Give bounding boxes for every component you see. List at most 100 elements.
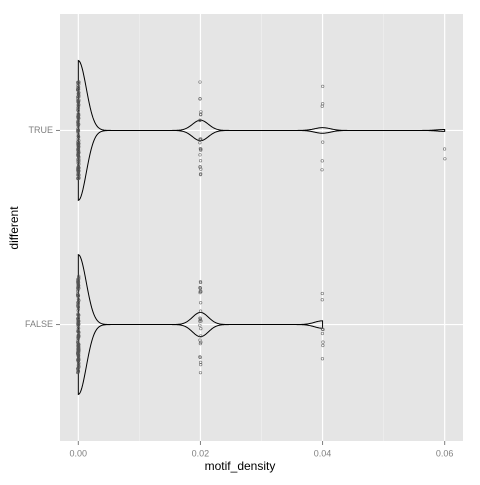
point — [77, 361, 81, 365]
point — [76, 347, 80, 351]
x-tick-label: 0.00 — [70, 448, 88, 458]
point — [76, 285, 81, 289]
point — [320, 104, 324, 108]
point — [77, 173, 81, 177]
point — [199, 319, 203, 323]
point — [76, 305, 80, 309]
point — [76, 176, 80, 180]
x-axis-label: motif_density — [205, 459, 276, 473]
point — [76, 335, 80, 339]
point — [76, 292, 80, 296]
point — [77, 342, 81, 347]
point — [76, 302, 80, 306]
point — [76, 313, 80, 317]
point — [77, 139, 81, 143]
point — [76, 281, 80, 285]
point — [77, 91, 81, 95]
point — [198, 316, 202, 320]
point — [198, 371, 203, 375]
point — [76, 164, 80, 169]
point — [76, 308, 80, 312]
point — [198, 173, 203, 177]
x-tick-label: 0.02 — [192, 448, 210, 458]
point — [198, 80, 202, 84]
point — [321, 340, 325, 344]
point — [198, 280, 203, 284]
point — [198, 342, 202, 346]
point — [321, 327, 325, 332]
point — [199, 148, 203, 152]
point — [199, 363, 203, 367]
point — [321, 343, 325, 348]
point — [198, 355, 202, 359]
point — [442, 147, 447, 151]
point — [77, 364, 81, 368]
point — [76, 157, 80, 162]
point — [198, 138, 202, 142]
point — [76, 135, 81, 139]
point — [77, 275, 81, 280]
point — [76, 313, 81, 317]
point — [198, 291, 202, 295]
point — [77, 335, 81, 339]
point — [199, 112, 203, 116]
point — [198, 319, 202, 323]
x-tick-label: 0.04 — [314, 448, 332, 458]
point — [76, 355, 81, 359]
point — [76, 108, 80, 112]
point — [76, 106, 81, 110]
point — [320, 168, 324, 172]
point — [76, 122, 80, 127]
point — [77, 151, 81, 155]
point — [443, 157, 447, 161]
point — [76, 300, 80, 305]
point — [198, 146, 202, 151]
point — [321, 140, 325, 144]
point — [198, 153, 202, 157]
point — [76, 322, 80, 327]
point — [76, 369, 80, 374]
point — [199, 360, 203, 364]
point — [199, 327, 203, 331]
point — [198, 159, 203, 163]
point — [76, 293, 80, 297]
point — [198, 323, 202, 327]
point — [76, 144, 81, 149]
point — [320, 291, 324, 296]
point — [76, 100, 80, 104]
point — [320, 331, 325, 336]
point — [320, 298, 324, 302]
point — [76, 356, 81, 360]
point — [199, 334, 203, 338]
point — [321, 84, 325, 88]
x-tick-label: 0.06 — [436, 448, 454, 458]
point — [76, 349, 81, 353]
y-tick-label: TRUE — [29, 125, 54, 135]
point — [76, 86, 80, 90]
point — [198, 97, 202, 101]
point — [199, 301, 203, 305]
point — [76, 323, 80, 327]
point — [76, 297, 80, 301]
point — [77, 149, 81, 153]
point — [77, 113, 81, 117]
point — [76, 118, 80, 123]
point — [76, 80, 80, 84]
point — [76, 128, 80, 132]
point — [198, 118, 202, 123]
point — [198, 286, 202, 290]
point — [77, 319, 81, 323]
point — [77, 169, 81, 173]
y-tick-label: FALSE — [25, 319, 53, 329]
point — [77, 362, 81, 367]
point — [76, 329, 81, 334]
point — [199, 309, 203, 313]
point — [77, 277, 81, 281]
y-axis-label: different — [7, 206, 21, 250]
point — [199, 137, 203, 141]
point — [77, 326, 81, 330]
point — [199, 340, 203, 344]
point — [76, 93, 81, 97]
point — [77, 80, 81, 84]
